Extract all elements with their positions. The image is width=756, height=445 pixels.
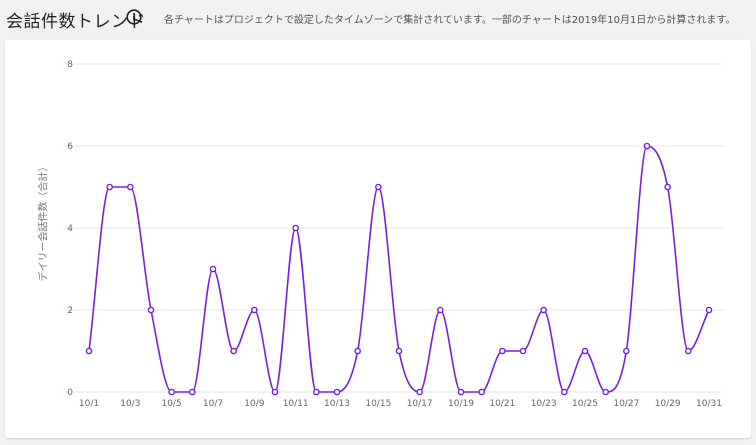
- data-point[interactable]: [354, 347, 361, 355]
- data-point[interactable]: [313, 388, 320, 396]
- x-tick-label: 10/15: [365, 399, 391, 409]
- data-point[interactable]: [106, 183, 113, 191]
- data-point[interactable]: [664, 183, 671, 191]
- data-point[interactable]: [685, 347, 692, 355]
- data-points: [85, 142, 713, 396]
- x-tick-label: 10/11: [283, 399, 309, 409]
- data-point[interactable]: [561, 388, 568, 396]
- page-title: 会話件数トレンド: [6, 12, 146, 32]
- y-tick-label: 6: [67, 142, 73, 152]
- data-point[interactable]: [189, 388, 196, 396]
- y-tick-label: 8: [67, 60, 73, 70]
- data-point[interactable]: [540, 306, 547, 314]
- x-tick-label: 10/7: [203, 399, 223, 409]
- x-tick-label: 10/23: [531, 399, 557, 409]
- data-point[interactable]: [457, 388, 465, 396]
- x-tick-label: 10/29: [655, 399, 681, 409]
- data-point[interactable]: [127, 183, 134, 191]
- data-point[interactable]: [251, 306, 258, 314]
- x-tick-label: 10/21: [489, 399, 515, 409]
- x-tick-label: 10/3: [120, 399, 140, 409]
- data-point[interactable]: [395, 347, 403, 355]
- series-line: [88, 145, 710, 393]
- y-tick-label: 2: [67, 306, 73, 316]
- y-tick-labels: 0 2 4 6 8: [67, 60, 73, 398]
- grid-lines: [63, 63, 723, 393]
- data-point[interactable]: [168, 388, 175, 396]
- x-tick-labels: 10/1 10/3 10/5 10/7 10/9 10/11 10/13 10/15 10/17…: [79, 399, 722, 409]
- x-tick-label: 10/17: [407, 399, 433, 409]
- data-point[interactable]: [333, 388, 341, 396]
- x-tick-label: 10/13: [324, 399, 350, 409]
- y-tick-label: 4: [67, 224, 73, 234]
- page-header: 会話件数トレンド 各チャートはプロジェクトで設定したタイムゾーンで集計されていま…: [0, 0, 756, 38]
- data-point[interactable]: [499, 347, 506, 355]
- data-point[interactable]: [230, 347, 237, 355]
- x-tick-label: 10/9: [244, 399, 264, 409]
- data-point[interactable]: [705, 306, 713, 314]
- data-point[interactable]: [519, 347, 527, 355]
- y-tick-label: 0: [67, 388, 73, 398]
- x-tick-label: 10/25: [572, 399, 598, 409]
- data-point[interactable]: [623, 347, 630, 355]
- data-point[interactable]: [602, 388, 609, 396]
- data-point[interactable]: [581, 347, 589, 355]
- chart-description: 各チャートはプロジェクトで設定したタイムゾーンで集計されています。一部のチャート…: [164, 15, 736, 26]
- data-point[interactable]: [416, 388, 423, 396]
- x-tick-label: 10/1: [79, 399, 99, 409]
- data-point[interactable]: [209, 265, 217, 273]
- x-tick-label: 10/31: [696, 399, 722, 409]
- info-circle-icon[interactable]: [126, 9, 142, 25]
- data-point[interactable]: [437, 306, 444, 314]
- x-tick-label: 10/19: [448, 399, 474, 409]
- data-point[interactable]: [147, 306, 155, 314]
- x-tick-label: 10/27: [613, 399, 639, 409]
- data-point[interactable]: [375, 183, 382, 191]
- x-tick-label: 10/5: [162, 399, 182, 409]
- data-point[interactable]: [478, 388, 485, 396]
- data-point[interactable]: [292, 224, 299, 232]
- data-point[interactable]: [643, 142, 651, 150]
- data-point[interactable]: [271, 388, 279, 396]
- data-point[interactable]: [85, 347, 93, 355]
